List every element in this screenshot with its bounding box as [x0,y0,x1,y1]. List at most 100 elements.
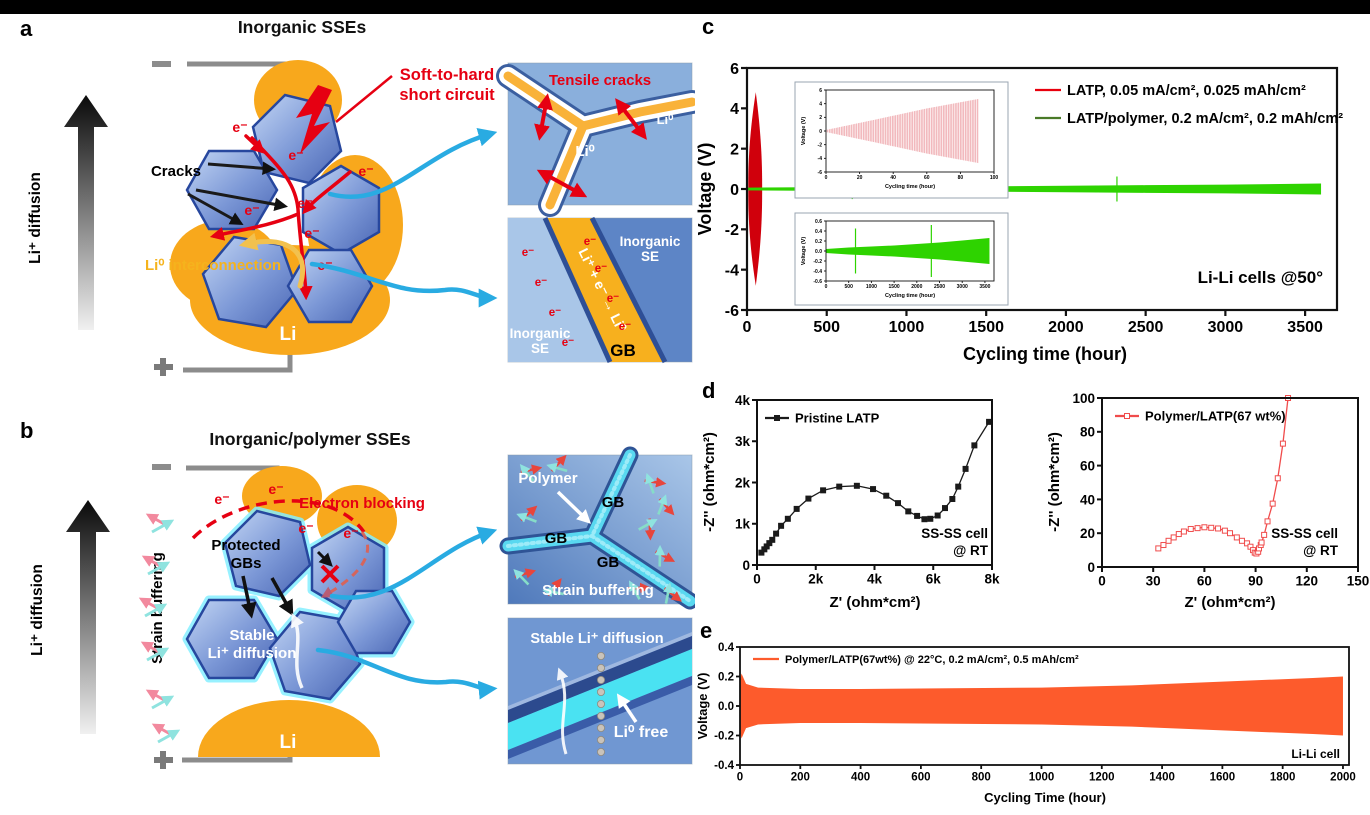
chart-inset: 0 20 40 60 80 100 -6 -4 -2 0 2 4 6 Cycling time (hour… [801,88,998,190]
y-axis-label: Voltage (V) [801,117,807,145]
legend-marker [774,415,780,421]
data-point [895,500,901,507]
y-tick-label: 4k [735,393,751,408]
x-axis-label: Cycling time (hour) [963,344,1127,364]
annotation: @ RT [1303,543,1339,558]
annotation: SS-SS cell [1271,526,1338,541]
data-point [971,442,978,449]
electron-blocking-label: Electron blocking [299,495,425,512]
y-tick-label: 60 [1080,458,1095,473]
x-axis-label: Z' (ohm*cm²) [829,594,920,611]
data-point [778,522,785,529]
inorganic-se-label: SE [641,249,659,264]
panel-a-diagram: Li⁺ diffusion Soft-to-hard [27,60,695,376]
protected-gbs-label-2: GBs [231,555,262,572]
y-tick-label: -0.2 [714,731,734,743]
y-tick-label: 0 [730,182,739,199]
x-tick-label: 2000 [1048,319,1084,336]
svg-text:e⁻: e⁻ [584,236,596,248]
stable-diffusion-label-2: Li⁺ diffusion [208,645,297,662]
data-point [1165,537,1172,544]
legend-label: Pristine LATP [795,411,880,426]
y-tick-label: 20 [1080,526,1095,541]
annotation: Li-Li cells @50° [1198,268,1324,287]
y-tick-label: 0.4 [815,229,822,235]
y-tick-label: 6 [819,88,822,94]
strain-buffer-arrows [138,513,181,744]
panel-label-a: a [20,16,33,41]
y-tick-label: 0.6 [815,219,822,225]
x-tick-label: 30 [1146,574,1161,589]
data-point [949,496,956,502]
y-tick-label: 0.0 [815,249,822,255]
callout-arrows [309,128,498,308]
data-point [1221,527,1228,534]
svg-text:e⁻: e⁻ [232,119,247,135]
chart-d-right: 0 30 60 90 120 150 0 20 40 60 80 100 Z' (ohm*cm²) -Z'… [1046,391,1369,611]
x-tick-label: 1800 [1270,772,1296,784]
series-LATP/polymer [747,183,1322,195]
x-axis-label: Cycling time (hour) [885,184,935,190]
y-axis-label: Voltage (V) [695,143,715,236]
x-tick-label: 1400 [1149,772,1175,784]
li0-interconnection-label: Li⁰ interconnection [145,257,281,274]
svg-text:e⁻: e⁻ [549,307,561,319]
x-tick-label: 40 [890,175,896,181]
svg-text:e⁻: e⁻ [522,247,534,259]
li0-free-arrow [616,693,638,723]
y-tick-label: 0 [742,558,750,573]
gb-label: GB [597,554,620,571]
data-point [820,487,827,494]
data-point [1233,534,1240,541]
x-tick-label: 100 [990,175,999,181]
stable-diffusion-label: Stable Li⁺ diffusion [530,631,663,647]
polymer-pointer-arrow [556,490,592,524]
y-tick-label: -0.2 [813,259,822,265]
x-tick-label: 150 [1347,574,1370,589]
x-tick-label: 200 [791,772,810,784]
data-point [934,512,941,519]
x-tick-label: 400 [851,772,870,784]
svg-text:e⁻: e⁻ [288,147,303,163]
svg-text:e⁻: e⁻ [535,277,547,289]
x-tick-label: 500 [845,284,854,290]
data-point [793,505,800,512]
inset-polymer-gb: Polymer GB GB GB Strain buffering [499,446,695,610]
strain-buffering-label: Strain buffering [542,582,654,599]
y-tick-label: 4 [730,101,739,118]
data-point [942,505,948,512]
svg-text:e⁻: e⁻ [244,202,259,218]
svg-text:e⁻: e⁻ [607,293,619,305]
data-point [883,492,890,499]
li-diffusion-arrow [66,500,110,734]
panel-c-chart: 0 500 1000 1500 2000 2500 3000 3500-6-4-20246Cy… [695,61,1343,364]
y-tick-label: -0.4 [813,269,822,275]
data-point [805,495,812,502]
data-point [1258,539,1265,546]
li0-interconnection-arrow [238,232,305,289]
li-label: Li [280,324,297,345]
y-tick-label: -2 [818,142,823,148]
protected-gbs-label-1: Protected [211,537,280,554]
li0-free-label: Li⁰ free [614,724,669,741]
inorganic-se-label: Inorganic [620,234,681,249]
li-diffusion-arrow [64,95,108,330]
y-tick-label: -6 [725,303,739,320]
x-tick-label: 1000 [889,319,925,336]
y-tick-label: 4 [819,101,822,107]
crack-arrows [187,161,288,225]
inset-stable-diffusion: Stable Li⁺ diffusion Li⁰ free [507,617,693,765]
x-axis-label: Cycling time (hour) [885,293,935,299]
y-axis-label: Voltage (V) [801,237,807,265]
electron-labels: e⁻ e⁻ e⁻ e⁻ [214,481,358,541]
data-point [836,483,843,490]
y-axis-label: -Z'' (ohm*cm²) [1046,432,1063,532]
x-tick-label: 2000 [1330,772,1356,784]
y-tick-label: 40 [1080,492,1095,507]
x-tick-label: 4k [867,572,883,587]
data-point [1269,500,1276,507]
y-tick-label: 0.0 [718,701,734,713]
li0-label: Li⁰ [575,143,594,160]
x-axis-label: Z' (ohm*cm²) [1184,594,1275,611]
data-point [1155,545,1162,552]
